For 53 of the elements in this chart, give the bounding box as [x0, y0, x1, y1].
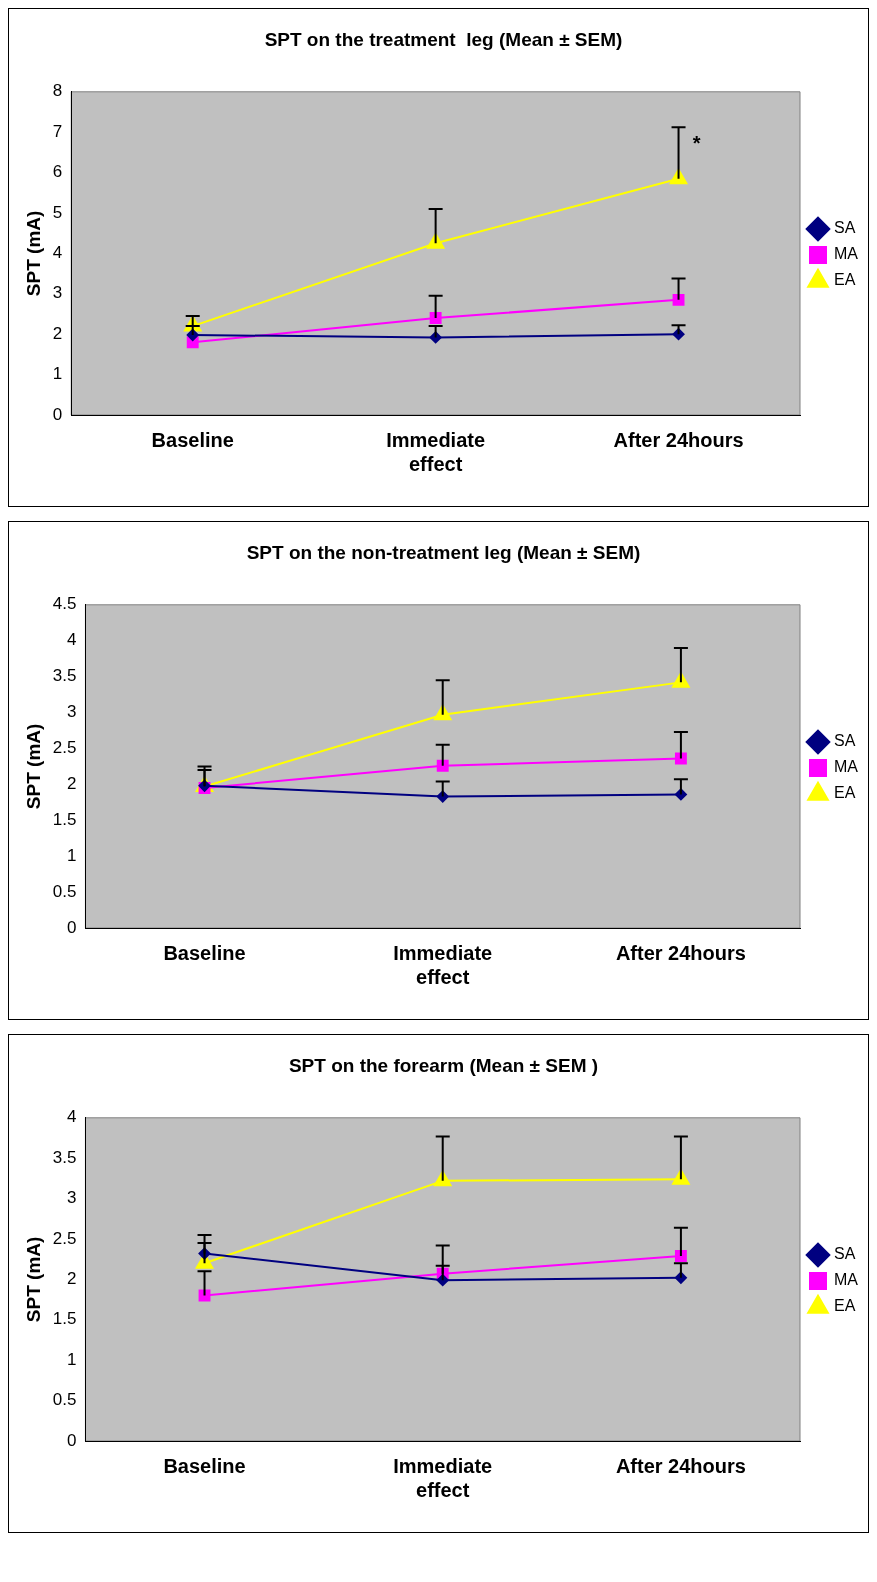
- y-tick-label: 3.5: [52, 666, 77, 686]
- legend-label: EA: [834, 784, 856, 802]
- y-tick-label: 1.5: [52, 1309, 77, 1329]
- y-tick-label: 2.5: [52, 738, 77, 758]
- y-tick-label: 0: [52, 404, 63, 424]
- y-tick-label: 3: [66, 702, 77, 722]
- y-axis-title: SPT (mA): [22, 1236, 44, 1323]
- x-tick-label: Baseline: [163, 1454, 246, 1477]
- x-tick-label: After 24hours: [613, 428, 744, 451]
- y-tick-label: 0: [66, 917, 77, 937]
- legend-label: SA: [834, 219, 856, 237]
- x-tick-label: After 24hours: [615, 1454, 746, 1477]
- y-tick-label: 3.5: [52, 1147, 77, 1167]
- x-tick-label: Immediate effect: [393, 1454, 493, 1501]
- y-tick-label: 1: [52, 364, 63, 384]
- annotation: *: [692, 131, 701, 154]
- y-tick-label: 4: [66, 1107, 77, 1127]
- y-axis-title: SPT (mA): [22, 210, 44, 297]
- legend-label: SA: [834, 732, 856, 750]
- legend-label: EA: [834, 271, 856, 289]
- x-tick-label: Baseline: [163, 941, 246, 964]
- y-tick-label: 0.5: [52, 1390, 77, 1410]
- y-tick-label: 3: [66, 1188, 77, 1208]
- x-tick-label: Immediate effect: [386, 428, 486, 475]
- y-tick-label: 0.5: [52, 881, 77, 901]
- y-tick-label: 6: [52, 162, 63, 182]
- chart-title: SPT on the non-treatment leg (Mean ± SEM): [246, 541, 641, 563]
- legend-label: SA: [834, 1245, 856, 1263]
- legend-label: MA: [834, 758, 859, 776]
- legend-label: MA: [834, 1271, 859, 1289]
- legend-label: MA: [834, 245, 859, 263]
- x-tick-label: After 24hours: [615, 941, 746, 964]
- y-tick-label: 1: [66, 1349, 77, 1369]
- y-tick-label: 4.5: [52, 594, 77, 614]
- chart-title: SPT on the treatment leg (Mean ± SEM): [264, 28, 623, 50]
- x-tick-label: Immediate effect: [393, 941, 493, 988]
- x-tick-label: Baseline: [151, 428, 234, 451]
- y-tick-label: 2: [52, 323, 63, 343]
- y-tick-label: 2: [66, 1269, 77, 1289]
- y-tick-label: 8: [52, 81, 63, 101]
- y-tick-label: 0: [66, 1430, 77, 1450]
- y-axis-title: SPT (mA): [22, 723, 44, 810]
- y-tick-label: 1.5: [52, 809, 77, 829]
- y-tick-label: 3: [52, 283, 63, 303]
- y-tick-label: 2: [66, 774, 77, 794]
- y-tick-label: 4: [66, 630, 77, 650]
- y-tick-label: 4: [52, 243, 63, 263]
- y-tick-label: 1: [66, 845, 77, 865]
- y-tick-label: 7: [52, 121, 63, 141]
- chart-title: SPT on the forearm (Mean ± SEM ): [288, 1054, 599, 1076]
- y-tick-label: 2.5: [52, 1228, 77, 1248]
- y-tick-label: 5: [52, 202, 63, 222]
- legend-label: EA: [834, 1297, 856, 1315]
